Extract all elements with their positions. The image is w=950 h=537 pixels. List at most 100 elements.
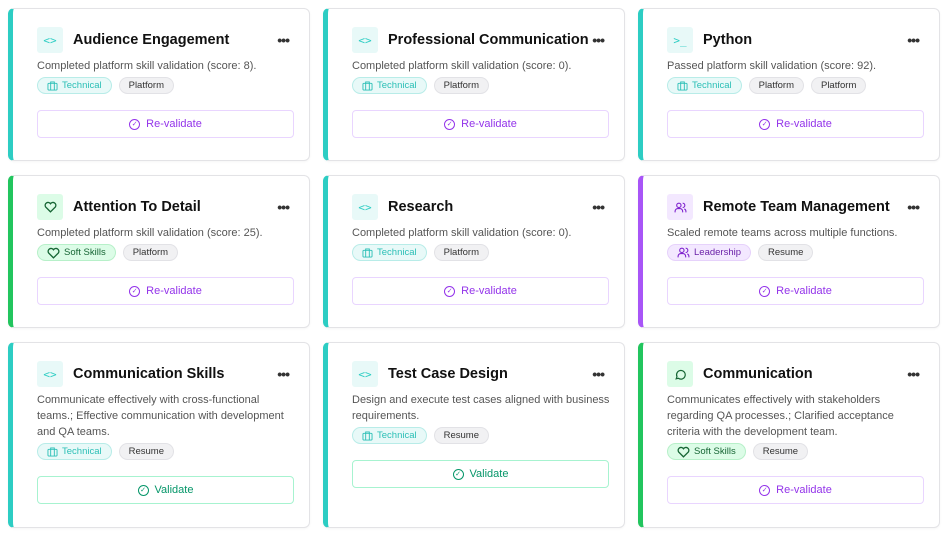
users-icon [667,194,693,220]
tag-label: Leadership [694,247,742,258]
skill-description: Scaled remote teams across multiple func… [667,227,898,239]
heart-icon [37,194,63,220]
more-options-icon[interactable]: ••• [592,199,605,215]
check-circle-icon: ✓ [137,484,149,496]
more-options-icon[interactable]: ••• [907,199,920,215]
tag-technical: Technical [37,443,112,460]
check-circle-icon: ✓ [129,285,141,297]
skill-card-research: <> Research ••• Completed platform skill… [323,175,625,328]
skill-description: Communicate effectively with cross-funct… [37,394,284,438]
skill-description: Completed platform skill validation (sco… [37,227,263,239]
tag-resume: Resume [758,244,814,261]
check-circle-icon: ✓ [759,118,771,130]
skill-description: Completed platform skill validation (sco… [37,60,257,72]
revalidate-button[interactable]: ✓ Re-validate [37,277,294,305]
card-header: >_ Python ••• [667,27,921,53]
tag-technical: Technical [352,77,427,94]
code-icon: <> [352,27,378,53]
button-label: Validate [154,484,194,496]
tag-leadership: Leadership [667,244,752,261]
button-label: Re-validate [776,484,832,496]
more-options-icon[interactable]: ••• [907,32,920,48]
tag-platform: Platform [118,77,174,94]
tag-list: Soft Skills Platform [37,244,291,261]
tag-platform: Platform [433,77,489,94]
more-options-icon[interactable]: ••• [277,366,290,382]
skill-title: Attention To Detail [73,199,201,215]
skill-title: Communication Skills [73,366,225,382]
skill-card-communication: Communication ••• Communicates effective… [638,342,940,528]
revalidate-button[interactable]: ✓ Re-validate [352,277,609,305]
tag-platform: Platform [433,244,489,261]
skill-title: Professional Communication [388,32,589,48]
check-circle-icon: ✓ [452,468,464,480]
tag-label: Technical [62,80,102,91]
skill-card-attention-to-detail: Attention To Detail ••• Completed platfo… [8,175,310,328]
button-label: Re-validate [146,118,202,130]
tag-platform: Platform [810,77,867,94]
check-circle-icon: ✓ [129,118,141,130]
tag-label: Technical [62,446,102,457]
tag-label: Platform [443,80,479,91]
tag-label: Soft Skills [694,446,736,457]
card-header: <> Communication Skills ••• [37,361,291,387]
tag-list: Technical Resume [37,443,291,460]
check-circle-icon: ✓ [444,118,456,130]
revalidate-button[interactable]: ✓ Re-validate [667,476,924,504]
more-options-icon[interactable]: ••• [592,366,605,382]
chat-icon [667,361,693,387]
skill-title: Audience Engagement [73,32,230,48]
button-label: Re-validate [146,285,202,297]
check-circle-icon: ✓ [759,285,771,297]
card-header: <> Test Case Design ••• [352,361,606,387]
card-header: Remote Team Management ••• [667,194,921,220]
revalidate-button[interactable]: ✓ Re-validate [352,110,609,138]
more-options-icon[interactable]: ••• [277,32,290,48]
skill-description: Completed platform skill validation (sco… [352,60,572,72]
validate-button[interactable]: ✓ Validate [37,476,294,504]
card-header: <> Audience Engagement ••• [37,27,291,53]
tag-resume: Resume [752,443,809,460]
tag-label: Technical [692,80,732,91]
more-options-icon[interactable]: ••• [907,366,920,382]
more-options-icon[interactable]: ••• [592,32,605,48]
revalidate-button[interactable]: ✓ Re-validate [667,110,924,138]
tag-label: Resume [768,247,804,258]
button-label: Re-validate [461,118,517,130]
users-icon [677,246,690,259]
button-label: Re-validate [461,285,517,297]
skill-title: Remote Team Management [703,199,890,215]
more-options-icon[interactable]: ••• [277,199,290,215]
skill-card-communication-skills: <> Communication Skills ••• Communicate … [8,342,310,528]
revalidate-button[interactable]: ✓ Re-validate [37,110,294,138]
tag-list: Soft Skills Resume [667,443,921,460]
tag-label: Technical [377,80,417,91]
heart-icon [677,446,690,458]
revalidate-button[interactable]: ✓ Re-validate [667,277,924,305]
tag-label: Resume [128,446,164,457]
skill-title: Research [388,199,454,215]
tag-label: Resume [443,430,479,441]
tag-list: Technical Platform [352,77,606,94]
tag-label: Platform [820,80,857,91]
tag-soft-skills: Soft Skills [667,443,746,460]
card-header: <> Research ••• [352,194,606,220]
skill-title: Test Case Design [388,366,508,382]
briefcase-icon [362,430,373,441]
button-label: Re-validate [776,285,832,297]
tag-technical: Technical [667,77,742,94]
skill-card-remote-team-management: Remote Team Management ••• Scaled remote… [638,175,940,328]
skill-card-test-case-design: <> Test Case Design ••• Design and execu… [323,342,625,528]
terminal-icon: >_ [667,27,693,53]
tag-platform: Platform [122,244,179,261]
tag-label: Resume [762,446,799,457]
validate-button[interactable]: ✓ Validate [352,460,609,488]
briefcase-icon [362,247,373,258]
tag-label: Technical [377,430,417,441]
tag-list: Technical Platform Platform [667,77,921,94]
heart-icon [47,247,60,259]
skill-description: Design and execute test cases aligned wi… [352,394,610,422]
card-header: Communication ••• [667,361,921,387]
tag-list: Technical Resume [352,427,606,444]
tag-platform: Platform [748,77,804,94]
